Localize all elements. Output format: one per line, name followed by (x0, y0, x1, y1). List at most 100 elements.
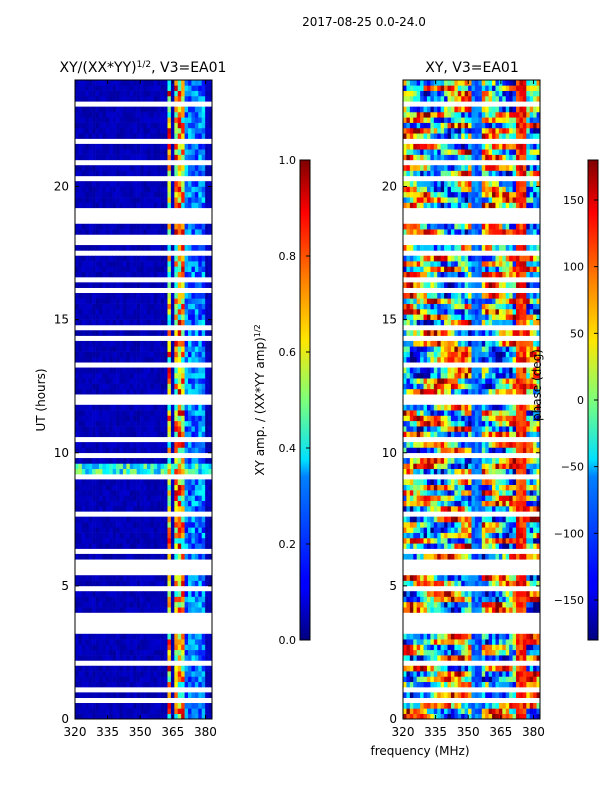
phase-cell (505, 484, 510, 491)
amplitude-cell (112, 527, 117, 533)
amplitude-cell (102, 367, 107, 374)
phase-cell (413, 527, 417, 533)
amplitude-cell (201, 692, 206, 699)
amplitude-cell (116, 468, 120, 475)
phase-cell (444, 532, 448, 539)
amplitude-cell (136, 85, 141, 91)
amplitude-cell (198, 676, 203, 683)
amplitude-cell (146, 154, 151, 161)
amplitude-cell (88, 90, 93, 97)
amplitude-cell (184, 447, 189, 454)
phase-cell (433, 468, 438, 475)
amplitude-cell (105, 143, 110, 150)
amplitude-cell (146, 266, 151, 273)
amplitude-cell (208, 191, 213, 198)
amplitude-cell (208, 197, 213, 203)
amplitude-cell (208, 484, 213, 491)
amplitude-cell (157, 202, 161, 209)
amplitude-cell (92, 410, 96, 416)
phase-cell (536, 644, 541, 651)
amplitude-cell (140, 649, 144, 656)
phase-cell (437, 639, 441, 645)
amplitude-cell (174, 378, 179, 384)
amplitude-cell (95, 255, 100, 262)
amplitude-cell (105, 490, 110, 496)
amplitude-cell (88, 186, 93, 193)
phase-cell (426, 553, 431, 560)
amplitude-cell (177, 90, 182, 97)
amplitude-cell (105, 442, 110, 448)
phase-cell (478, 468, 483, 475)
amplitude-cell (81, 127, 86, 134)
amplitude-cell (75, 122, 79, 129)
amplitude-cell (112, 303, 117, 310)
amplitude-cell (170, 639, 175, 645)
amplitude-cell (88, 133, 93, 139)
amplitude-cell (208, 633, 213, 640)
amplitude-cell (157, 111, 161, 118)
amplitude-cell (88, 330, 93, 336)
amplitude-cell (181, 229, 185, 235)
phase-cell (457, 580, 462, 587)
amplitude-cell (133, 271, 137, 278)
amplitude-cell (85, 713, 89, 720)
amplitude-cell (150, 356, 155, 363)
amplitude-cell (198, 516, 203, 523)
amplitude-cell (184, 479, 189, 486)
amplitude-cell (167, 378, 172, 384)
phase-cell (457, 708, 462, 714)
amplitude-cell (205, 271, 209, 278)
phase-cell (461, 596, 465, 603)
phase-cell (447, 703, 452, 709)
amplitude-cell (133, 367, 137, 374)
amplitude-cell (140, 117, 144, 123)
amplitude-cell (150, 607, 155, 613)
amplitude-cell (167, 106, 172, 113)
amplitude-cell (170, 181, 175, 187)
phase-cell (409, 532, 414, 539)
amplitude-cell (85, 111, 89, 118)
amplitude-cell (119, 676, 124, 683)
amplitude-cell (157, 229, 161, 235)
amplitude-cell (109, 458, 113, 464)
phase-cell (502, 521, 507, 528)
amplitude-cell (157, 463, 161, 470)
phase-cell (505, 601, 510, 608)
amplitude-cell (129, 607, 134, 613)
phase-cell (481, 655, 486, 661)
amplitude-cell (85, 308, 89, 315)
amplitude-cell (105, 655, 110, 661)
amplitude-cell (78, 527, 83, 533)
phase-cell (474, 692, 479, 699)
amplitude-cell (75, 543, 79, 549)
amplitude-cell (140, 506, 144, 512)
amplitude-cell (146, 527, 151, 533)
amplitude-cell (208, 703, 213, 709)
amplitude-cell (157, 181, 161, 187)
phase-cell (488, 708, 493, 714)
phase-cell (495, 521, 500, 528)
phase-cell (536, 495, 541, 501)
amplitude-cell (119, 575, 124, 581)
phase-cell (447, 633, 452, 640)
amplitude-cell (170, 378, 175, 384)
amplitude-cell (201, 298, 206, 304)
amplitude-cell (153, 671, 158, 677)
amplitude-cell (122, 378, 127, 384)
amplitude-cell (98, 500, 103, 507)
amplitude-cell (146, 186, 151, 193)
phase-cell (474, 639, 479, 645)
phase-cell (526, 639, 531, 645)
amplitude-cell (177, 484, 182, 491)
phase-cell (529, 479, 534, 486)
phase-cell (423, 490, 428, 496)
amplitude-cell (129, 463, 134, 470)
phase-cell (403, 495, 407, 501)
amplitude-cell (122, 117, 127, 123)
phase-cell (450, 506, 455, 512)
phase-cell (495, 543, 500, 549)
amplitude-cell (75, 676, 79, 683)
amplitude-cell (136, 484, 141, 491)
amplitude-cell (188, 420, 192, 427)
amplitude-cell (184, 367, 189, 374)
